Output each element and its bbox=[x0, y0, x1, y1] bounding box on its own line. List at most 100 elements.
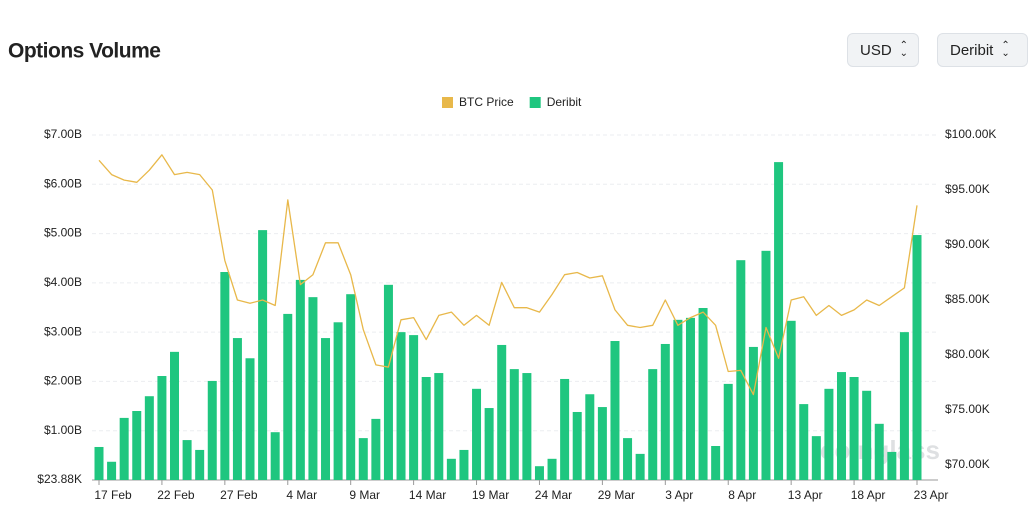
chevron: ⌃ ⌄ bbox=[1001, 40, 1010, 59]
bar bbox=[849, 376, 859, 480]
bar bbox=[560, 378, 570, 480]
bar bbox=[824, 388, 834, 480]
bar bbox=[786, 320, 796, 480]
bar bbox=[371, 418, 381, 480]
x-tick-label: 8 Apr bbox=[728, 488, 756, 502]
bar bbox=[220, 272, 230, 480]
button-label: USD bbox=[860, 41, 892, 59]
legend-label[interactable]: BTC Price bbox=[459, 95, 514, 109]
legend-label[interactable]: Deribit bbox=[547, 95, 582, 109]
y2-tick-label: $70.00K bbox=[945, 457, 990, 471]
x-tick-label: 9 Mar bbox=[349, 488, 380, 502]
bar bbox=[585, 394, 595, 480]
bar bbox=[811, 436, 821, 480]
x-tick-label: 3 Apr bbox=[665, 488, 693, 502]
bar bbox=[623, 438, 633, 480]
bar bbox=[396, 332, 406, 480]
bar bbox=[899, 332, 909, 480]
bar bbox=[522, 373, 532, 480]
bar bbox=[358, 438, 368, 480]
bar bbox=[459, 449, 469, 480]
bar bbox=[698, 307, 708, 480]
bar bbox=[660, 343, 670, 480]
bar bbox=[383, 284, 393, 480]
y2-tick-label: $90.00K bbox=[945, 237, 990, 251]
x-tick-label: 17 Feb bbox=[94, 488, 132, 502]
bar bbox=[862, 390, 872, 480]
bar bbox=[597, 407, 607, 480]
bar bbox=[572, 411, 582, 480]
x-tick-label: 18 Apr bbox=[851, 488, 886, 502]
x-tick-label: 23 Apr bbox=[914, 488, 949, 502]
bar bbox=[144, 396, 154, 480]
bar bbox=[346, 294, 356, 480]
bar bbox=[748, 346, 758, 480]
bar bbox=[421, 376, 431, 480]
bar bbox=[170, 351, 180, 480]
bar bbox=[434, 373, 444, 480]
bar bbox=[446, 458, 456, 480]
x-tick-label: 24 Mar bbox=[535, 488, 572, 502]
chart-title: Options Volume bbox=[8, 40, 160, 63]
price-line bbox=[98, 154, 918, 396]
y-tick-label: $23.88K bbox=[37, 472, 82, 486]
bar bbox=[333, 322, 343, 480]
currency-select[interactable]: USD ⌃ ⌄ bbox=[847, 33, 919, 67]
y2-tick-label: $95.00K bbox=[945, 182, 990, 196]
y-tick-label: $3.00B bbox=[44, 324, 82, 338]
bar bbox=[484, 408, 494, 480]
bar bbox=[685, 317, 695, 480]
y-tick-label: $2.00B bbox=[44, 374, 82, 388]
bar bbox=[119, 417, 129, 480]
bar bbox=[232, 338, 242, 480]
bar bbox=[534, 466, 544, 480]
bar bbox=[409, 335, 419, 480]
bar bbox=[635, 453, 645, 480]
bar bbox=[321, 338, 331, 480]
bar bbox=[107, 461, 117, 480]
bar bbox=[182, 440, 192, 480]
bar bbox=[610, 341, 620, 480]
x-tick-label: 29 Mar bbox=[598, 488, 635, 502]
y2-tick-label: $80.00K bbox=[945, 347, 990, 361]
bar bbox=[912, 235, 922, 480]
bar bbox=[94, 446, 104, 480]
bar bbox=[132, 411, 142, 480]
y-tick-label: $1.00B bbox=[44, 423, 82, 437]
bar bbox=[509, 369, 519, 480]
bar bbox=[472, 388, 482, 480]
exchange-select[interactable]: Deribit ⌃ ⌄ bbox=[937, 33, 1028, 67]
bar bbox=[711, 445, 721, 480]
y-tick-label: $6.00B bbox=[44, 176, 82, 190]
bar bbox=[774, 162, 784, 480]
y2-tick-label: $75.00K bbox=[945, 402, 990, 416]
bar bbox=[887, 451, 897, 480]
x-tick-label: 4 Mar bbox=[286, 488, 317, 502]
bar bbox=[157, 376, 167, 480]
bar bbox=[308, 297, 318, 480]
bar bbox=[195, 449, 205, 480]
legend-swatch bbox=[529, 97, 541, 108]
x-tick-label: 22 Feb bbox=[157, 488, 195, 502]
legend-swatch bbox=[442, 97, 453, 108]
bar bbox=[761, 250, 771, 480]
bar bbox=[723, 383, 733, 480]
bar bbox=[874, 423, 884, 480]
bar bbox=[295, 279, 305, 480]
bar bbox=[648, 369, 658, 480]
y2-tick-label: $100.00K bbox=[945, 127, 996, 141]
bar bbox=[497, 344, 507, 480]
bar bbox=[258, 230, 268, 480]
chevron: ⌃ ⌄ bbox=[899, 40, 909, 59]
y-tick-label: $5.00B bbox=[44, 226, 82, 240]
x-tick-label: 27 Feb bbox=[220, 488, 258, 502]
bar bbox=[836, 372, 846, 480]
button-label: Deribit bbox=[950, 41, 994, 59]
bar bbox=[547, 458, 557, 480]
x-tick-label: 19 Mar bbox=[472, 488, 509, 502]
bar bbox=[245, 358, 255, 480]
bar bbox=[270, 432, 280, 480]
bar bbox=[673, 319, 683, 480]
bar bbox=[283, 313, 293, 480]
